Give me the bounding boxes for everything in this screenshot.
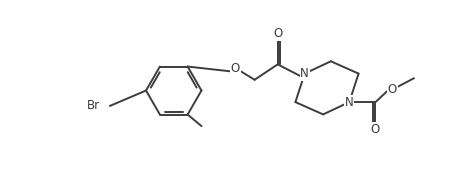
Text: O: O [388,82,397,96]
Text: N: N [300,67,309,80]
Text: N: N [345,96,354,109]
Text: O: O [273,27,282,40]
Text: O: O [371,122,380,136]
Text: O: O [231,62,240,75]
Text: Br: Br [87,99,100,112]
